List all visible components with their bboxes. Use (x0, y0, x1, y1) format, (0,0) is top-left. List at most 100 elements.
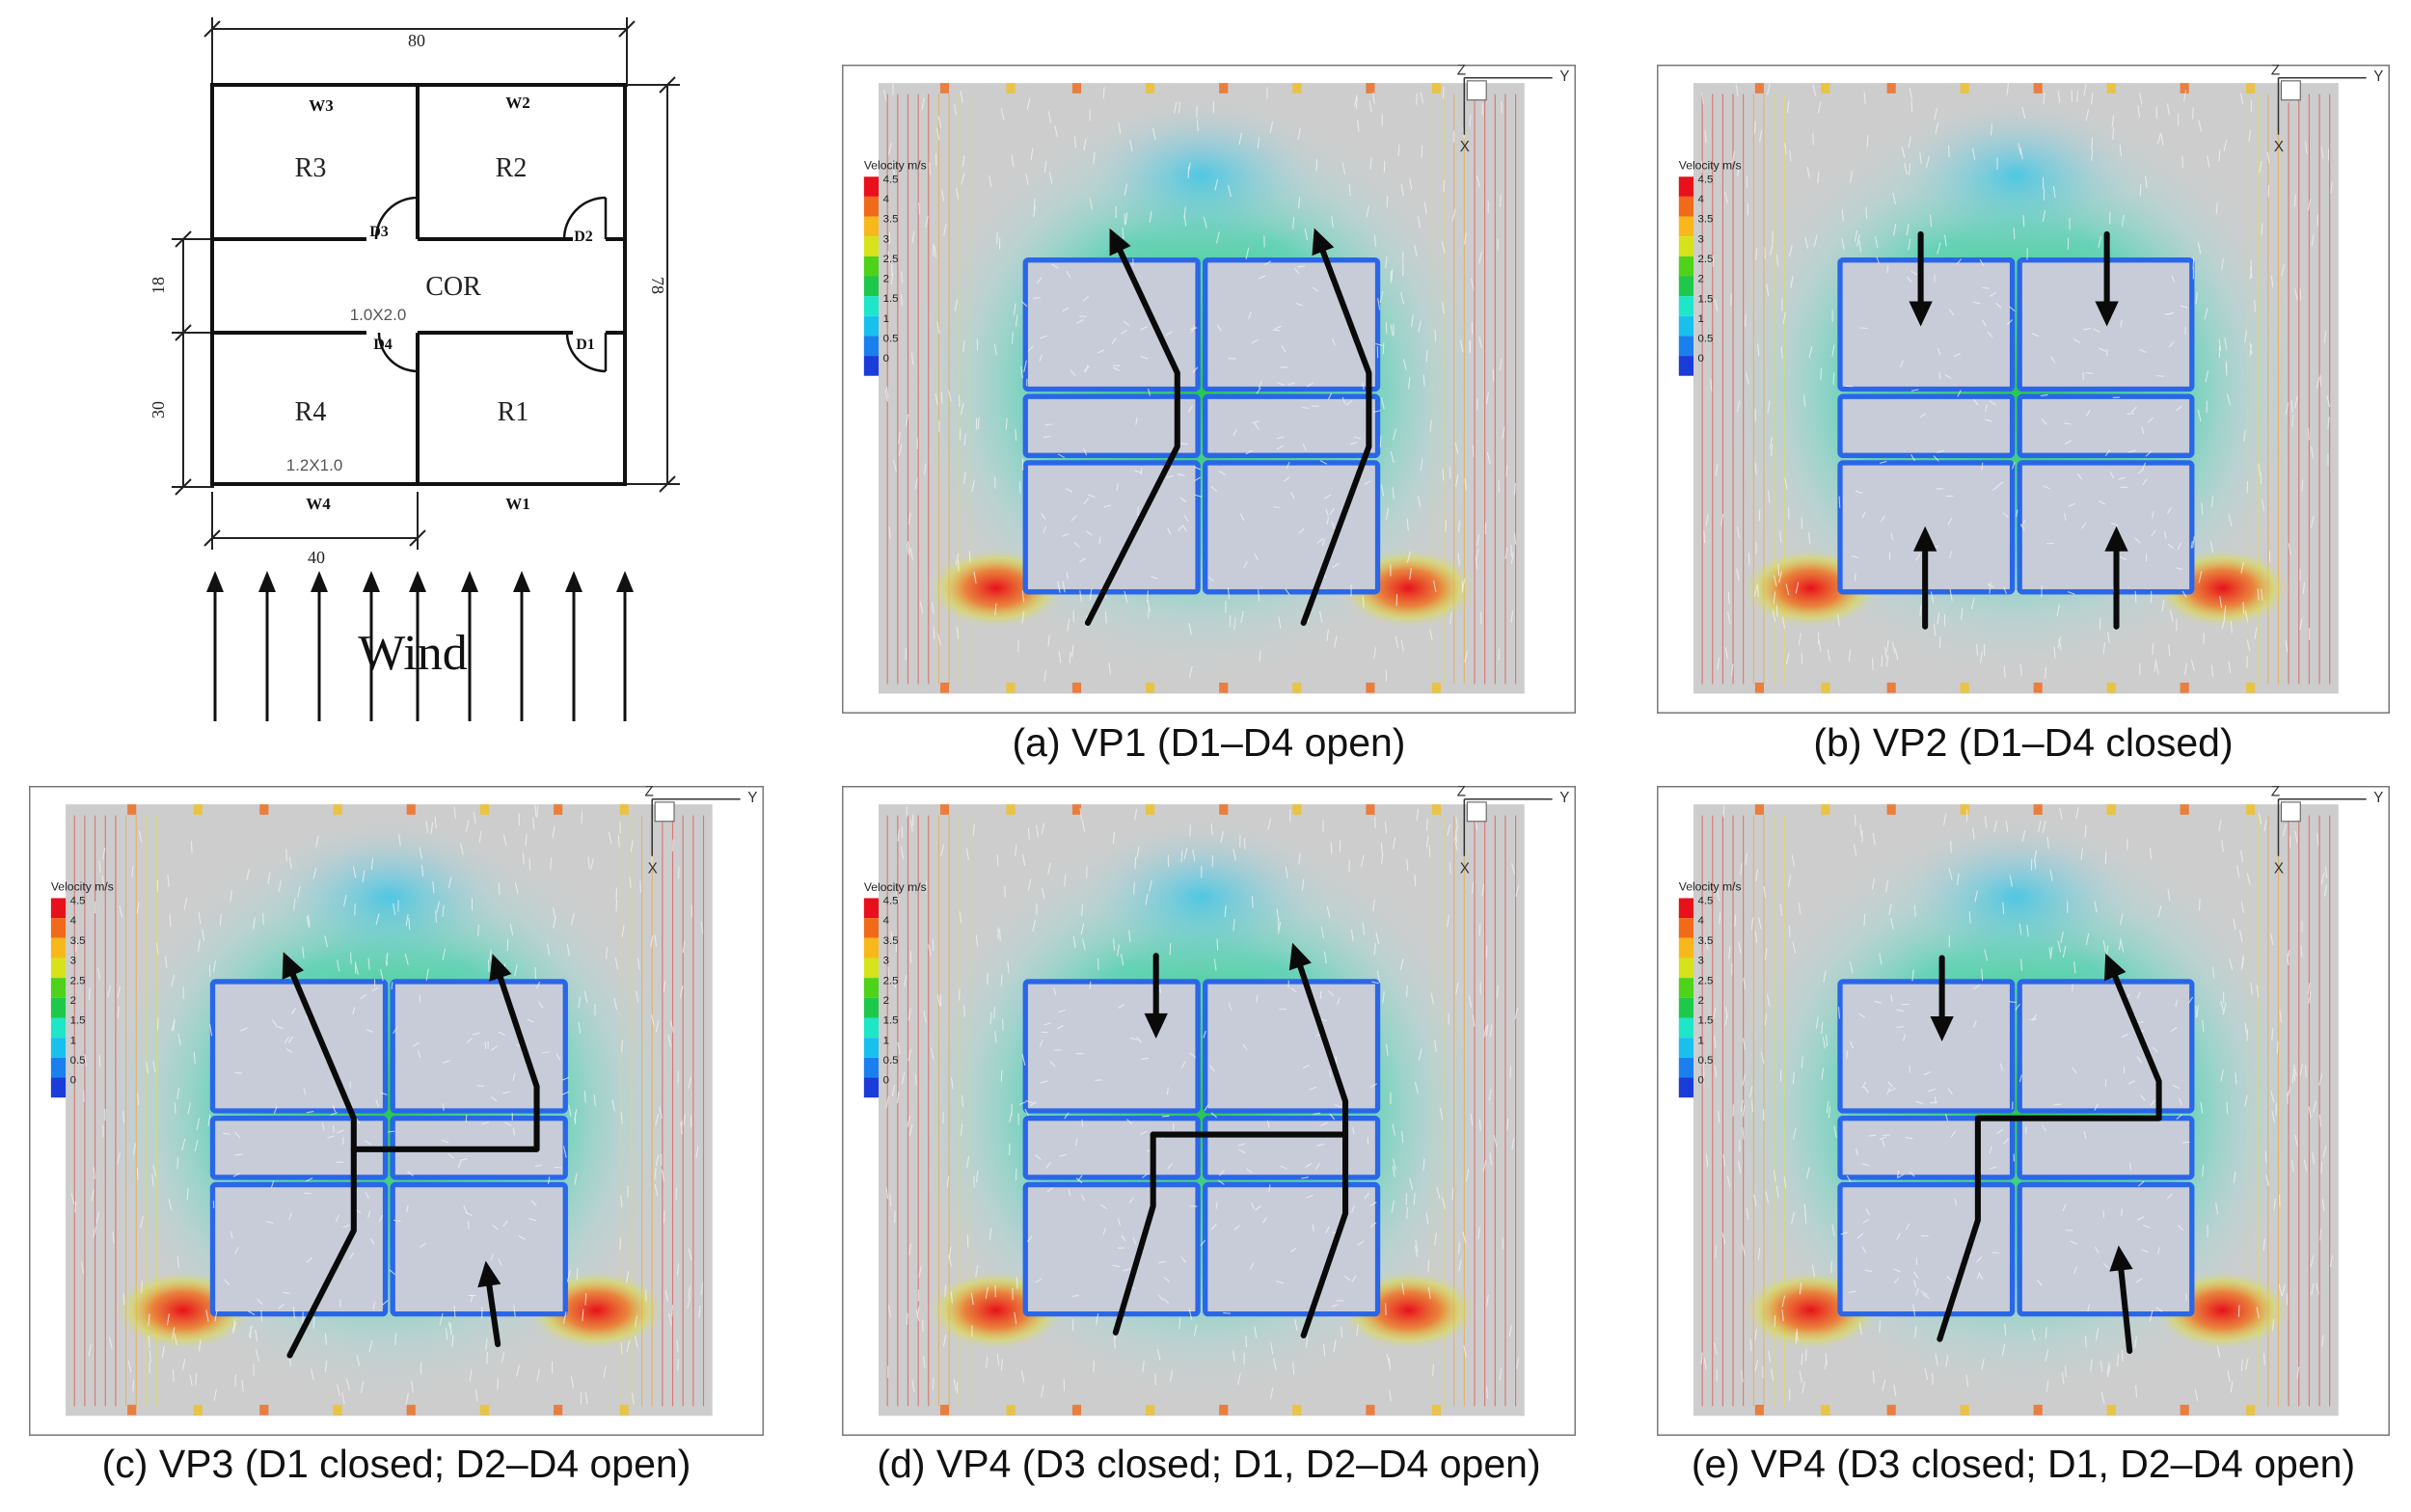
legend-swatch (863, 176, 880, 197)
simulation-panel: Velocity m/s 4.5 4 3.5 3 2.5 2 1.5 1 0.5 0 Z Y X (29, 784, 764, 1436)
legend-tick: 1 (1698, 313, 1704, 325)
legend-swatch (1678, 1038, 1693, 1058)
legend-tick: 0.5 (883, 1055, 899, 1066)
dim-bottom-label: 40 (308, 548, 325, 567)
wake-zone (1883, 815, 2149, 979)
room-label-r2: R2 (496, 153, 528, 183)
legend-swatch (863, 1017, 880, 1039)
wind-label: Wind (358, 626, 467, 681)
door-size-label: 1.0X2.0 (350, 306, 407, 324)
axis-triad: Z Y X (645, 784, 758, 878)
legend-title: Velocity m/s (1679, 880, 1742, 894)
legend-tick: 2.5 (1698, 254, 1714, 265)
legend-tick: 2.5 (1698, 975, 1714, 986)
legend-swatch (1678, 997, 1693, 1018)
airflow-arrowhead (1288, 942, 1312, 971)
legend-swatch (1678, 216, 1693, 237)
axis-label-y: Y (1559, 68, 1569, 85)
legend-swatch (1678, 898, 1693, 919)
axis-label-x: X (648, 860, 658, 877)
boundary-ticks (1754, 83, 2256, 693)
boundary-ticks (939, 804, 1441, 1416)
room-cell (209, 1181, 389, 1317)
legend-tick: 0 (1698, 1075, 1704, 1087)
airflow-paths (1112, 942, 1349, 1338)
airflow-arrowhead (282, 952, 305, 980)
room-cell (1203, 1115, 1381, 1180)
door-d1 (565, 332, 608, 373)
airflow-path (1300, 231, 1372, 626)
legend-swatch (863, 918, 880, 938)
legend-title: Velocity m/s (51, 880, 114, 894)
room-cell (1203, 460, 1381, 595)
legend-swatch (863, 356, 880, 376)
axis-label-x: X (1460, 139, 1470, 155)
legend-tick: 2 (70, 995, 76, 1007)
room-cell (1203, 979, 1381, 1114)
dimension-left (172, 230, 214, 496)
room-label-r4: R4 (295, 397, 327, 427)
door-label-d2: D2 (574, 229, 593, 245)
wind-arrow (513, 571, 530, 721)
axis-label-z: Z (645, 786, 654, 800)
legend-swatch (1678, 958, 1693, 979)
airflow-arrowhead (1312, 228, 1335, 256)
legend-tick: 3.5 (1698, 214, 1714, 226)
legend-swatch (863, 216, 880, 237)
building-rooms (1837, 256, 2195, 595)
dim-top-label: 80 (408, 31, 425, 50)
legend-swatch (50, 997, 67, 1018)
velocity-legend: Velocity m/s4.543.532.521.510.50 (50, 880, 114, 1098)
panel-caption: (a) VP1 (D1–D4 open) (1012, 720, 1406, 765)
window-label-w4: W4 (306, 495, 331, 513)
axis-triad: Z Y X (2271, 784, 2384, 878)
legend-tick: 0.5 (70, 1055, 86, 1066)
legend-swatch (50, 1077, 67, 1098)
legend-swatch (1678, 315, 1693, 337)
axis-label-x: X (2274, 139, 2284, 155)
legend-tick: 1 (883, 1035, 889, 1046)
floor-plan-diagram: 80 78 18 30 40 (149, 17, 680, 721)
axis-label-x: X (1460, 860, 1470, 877)
wake-zone (257, 815, 522, 979)
legend-tick: 2.5 (883, 254, 899, 265)
legend-tick: 4.5 (883, 174, 899, 185)
legend-tick: 2.5 (883, 975, 899, 986)
legend-swatch (1678, 336, 1693, 357)
legend-tick: 4 (1698, 915, 1705, 927)
window-size-label: 1.2X1.0 (286, 456, 343, 474)
legend-tick: 3 (883, 233, 889, 245)
simulation-panel: Velocity m/s 4.5 4 3.5 3 2.5 2 1.5 1 0.5 0 Z Y X (1657, 784, 2390, 1436)
building-rooms (1022, 979, 1381, 1317)
airflow-path (1112, 1131, 1156, 1336)
legend-swatch (1678, 918, 1693, 938)
axis-label-x: X (2274, 860, 2284, 877)
legend-swatch (863, 336, 880, 357)
legend-title: Velocity m/s (864, 880, 927, 894)
legend-tick: 0.5 (1698, 1055, 1714, 1066)
room-cell (2017, 460, 2195, 595)
legend-swatch (1678, 1017, 1693, 1039)
dim-left-upper-label: 18 (149, 277, 168, 294)
airflow-path (1937, 957, 2162, 1342)
airflow-path (350, 958, 540, 1152)
legend-tick: 4.5 (883, 896, 899, 907)
legend-tick: 3.5 (883, 935, 899, 947)
legend-swatch (1678, 256, 1693, 277)
simulation-panel: Velocity m/s 4.5 4 3.5 3 2.5 2 1.5 1 0.5 0 Z Y X (842, 784, 1576, 1436)
room-cell (2017, 393, 2195, 459)
room-cell (1837, 979, 2016, 1114)
wake-zone (1883, 94, 2149, 256)
legend-swatch (50, 918, 67, 938)
legend-tick: 0.5 (883, 334, 899, 345)
room-cell (1022, 1181, 1201, 1317)
legend-swatch (1678, 1077, 1693, 1098)
airflow-path (1291, 946, 1349, 1338)
velocity-legend: Velocity m/s4.543.532.521.510.50 (1678, 159, 1742, 376)
velocity-vectors (70, 804, 704, 1405)
legend-swatch (863, 898, 880, 919)
boundary-ticks (127, 804, 629, 1416)
legend-tick: 4 (70, 915, 77, 927)
legend-swatch (863, 997, 880, 1018)
